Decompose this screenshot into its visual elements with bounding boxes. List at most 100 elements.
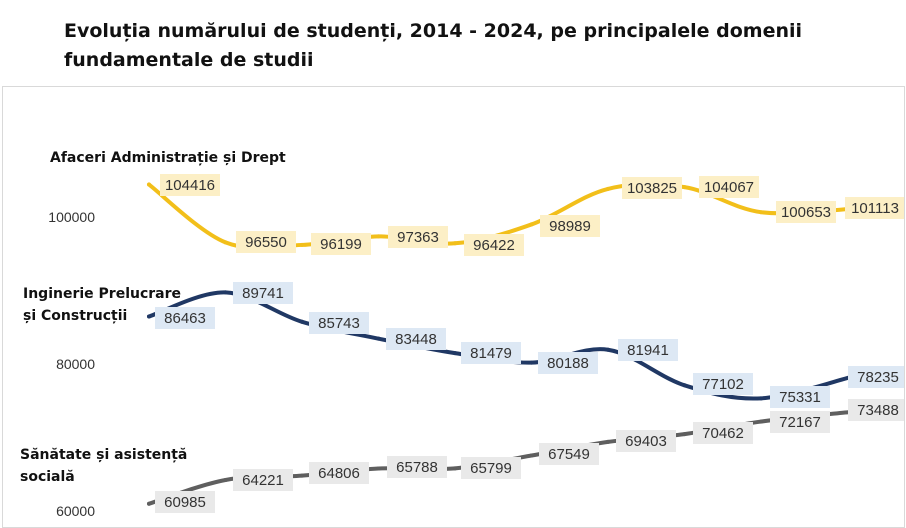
data-label: 96422: [464, 234, 524, 256]
data-label-box: [540, 215, 600, 237]
data-label-box: [538, 352, 598, 374]
data-label: 101113: [845, 197, 904, 219]
data-label-box: [776, 201, 836, 223]
data-label-box: [233, 469, 293, 491]
data-point: [606, 439, 610, 444]
data-label-text: 86463: [164, 310, 206, 327]
y-tick-label: 80000: [56, 356, 95, 372]
data-label: 96199: [311, 233, 371, 255]
line-chart: 60000 80000 100000 Afaceri Administrație ș…: [20, 150, 904, 519]
chart-area: 60000 80000 100000 Afaceri Administrație ș…: [2, 86, 905, 528]
data-label-box: [845, 197, 904, 219]
data-label-box: [309, 312, 369, 334]
data-label-box: [309, 462, 369, 484]
data-label: 78235: [848, 366, 904, 388]
data-point: [300, 319, 304, 324]
data-label: 64221: [233, 469, 293, 491]
data-label-text: 100653: [781, 204, 831, 221]
data-point: [300, 242, 304, 247]
data-label-text: 77102: [702, 376, 744, 393]
data-point: [453, 351, 457, 356]
data-point: [376, 336, 381, 341]
data-label-box: [461, 342, 521, 364]
data-label-box: [236, 231, 296, 253]
data-label: 97363: [388, 226, 448, 248]
data-label: 81941: [618, 339, 678, 361]
data-point: [529, 360, 534, 365]
data-label-text: 96422: [473, 237, 515, 254]
data-label-text: 85743: [318, 315, 360, 332]
data-label-text: 104416: [165, 177, 215, 194]
data-label-box: [387, 456, 447, 478]
data-label-text: 81941: [627, 342, 669, 359]
data-point: [682, 432, 687, 437]
series-name: Afaceri Administrație și Drept: [50, 150, 286, 166]
y-axis: 60000 80000 100000: [48, 209, 95, 519]
series-name-line: socială: [20, 469, 75, 485]
data-label-text: 103825: [627, 180, 677, 197]
data-point: [759, 419, 763, 424]
series-name-line: Afaceri Administrație și Drept: [50, 150, 286, 166]
data-label: 64806: [309, 462, 369, 484]
data-point: [682, 185, 687, 190]
chart-title: Evoluția numărului de studenți, 2014 - 2…: [64, 20, 803, 71]
data-label-text: 64806: [318, 465, 360, 482]
data-label: 72167: [770, 411, 830, 433]
data-point: [147, 182, 151, 187]
data-label-box: [699, 176, 759, 198]
data-point: [606, 186, 610, 191]
data-label-text: 75331: [779, 389, 821, 406]
series-name-line: și Construcții: [23, 308, 127, 324]
data-label-text: 81479: [470, 345, 512, 362]
series-names: Afaceri Administrație și Drept Inginerie …: [20, 150, 286, 485]
data-label-text: 104067: [704, 179, 754, 196]
series-name: Inginerie Prelucrare și Construcții: [23, 286, 181, 324]
data-point: [147, 314, 151, 319]
data-point: [529, 222, 534, 227]
data-label-box: [464, 234, 524, 256]
data-point: [529, 453, 534, 458]
data-point: [759, 396, 763, 401]
data-label-text: 97363: [397, 229, 439, 246]
data-label-text: 98989: [549, 218, 591, 235]
data-label-text: 67549: [548, 446, 590, 463]
data-label: 81479: [461, 342, 521, 364]
data-label: 70462: [693, 422, 753, 444]
y-tick-label: 100000: [48, 209, 95, 225]
data-label-text: 60985: [164, 494, 206, 511]
data-label: 100653: [776, 201, 836, 223]
data-label-box: [233, 282, 293, 304]
data-label-box: [386, 328, 446, 350]
data-label: 73488: [848, 399, 904, 421]
data-label-box: [848, 399, 904, 421]
data-label-box: [539, 443, 599, 465]
data-label-box: [616, 430, 676, 452]
data-point: [223, 290, 228, 295]
data-labels: 104416 96550 96199 97363 96422 98989 103825 104…: [155, 174, 904, 513]
data-label-text: 96199: [320, 236, 362, 253]
data-label: 86463: [155, 307, 215, 329]
data-label-box: [461, 457, 521, 479]
data-point: [759, 210, 763, 215]
series-name-line: Inginerie Prelucrare: [23, 286, 181, 302]
data-label-text: 72167: [779, 414, 821, 431]
data-label-text: 83448: [395, 331, 437, 348]
data-point: [376, 234, 381, 239]
data-label: 65788: [387, 456, 447, 478]
data-label-text: 101113: [851, 200, 899, 217]
data-label-text: 78235: [857, 369, 899, 386]
data-label-box: [770, 386, 830, 408]
data-label-text: 70462: [702, 425, 744, 442]
data-label: 98989: [540, 215, 600, 237]
data-label-text: 89741: [242, 285, 284, 302]
series-name-line: Sănătate și asistență: [20, 447, 187, 463]
data-label: 85743: [309, 312, 369, 334]
data-label-text: 96550: [245, 234, 287, 251]
data-label: 69403: [616, 430, 676, 452]
data-label-box: [160, 174, 220, 196]
data-label-box: [848, 366, 904, 388]
data-label: 75331: [770, 386, 830, 408]
data-point: [147, 501, 151, 506]
data-label-text: 69403: [625, 433, 667, 450]
data-label: 103825: [622, 177, 682, 199]
